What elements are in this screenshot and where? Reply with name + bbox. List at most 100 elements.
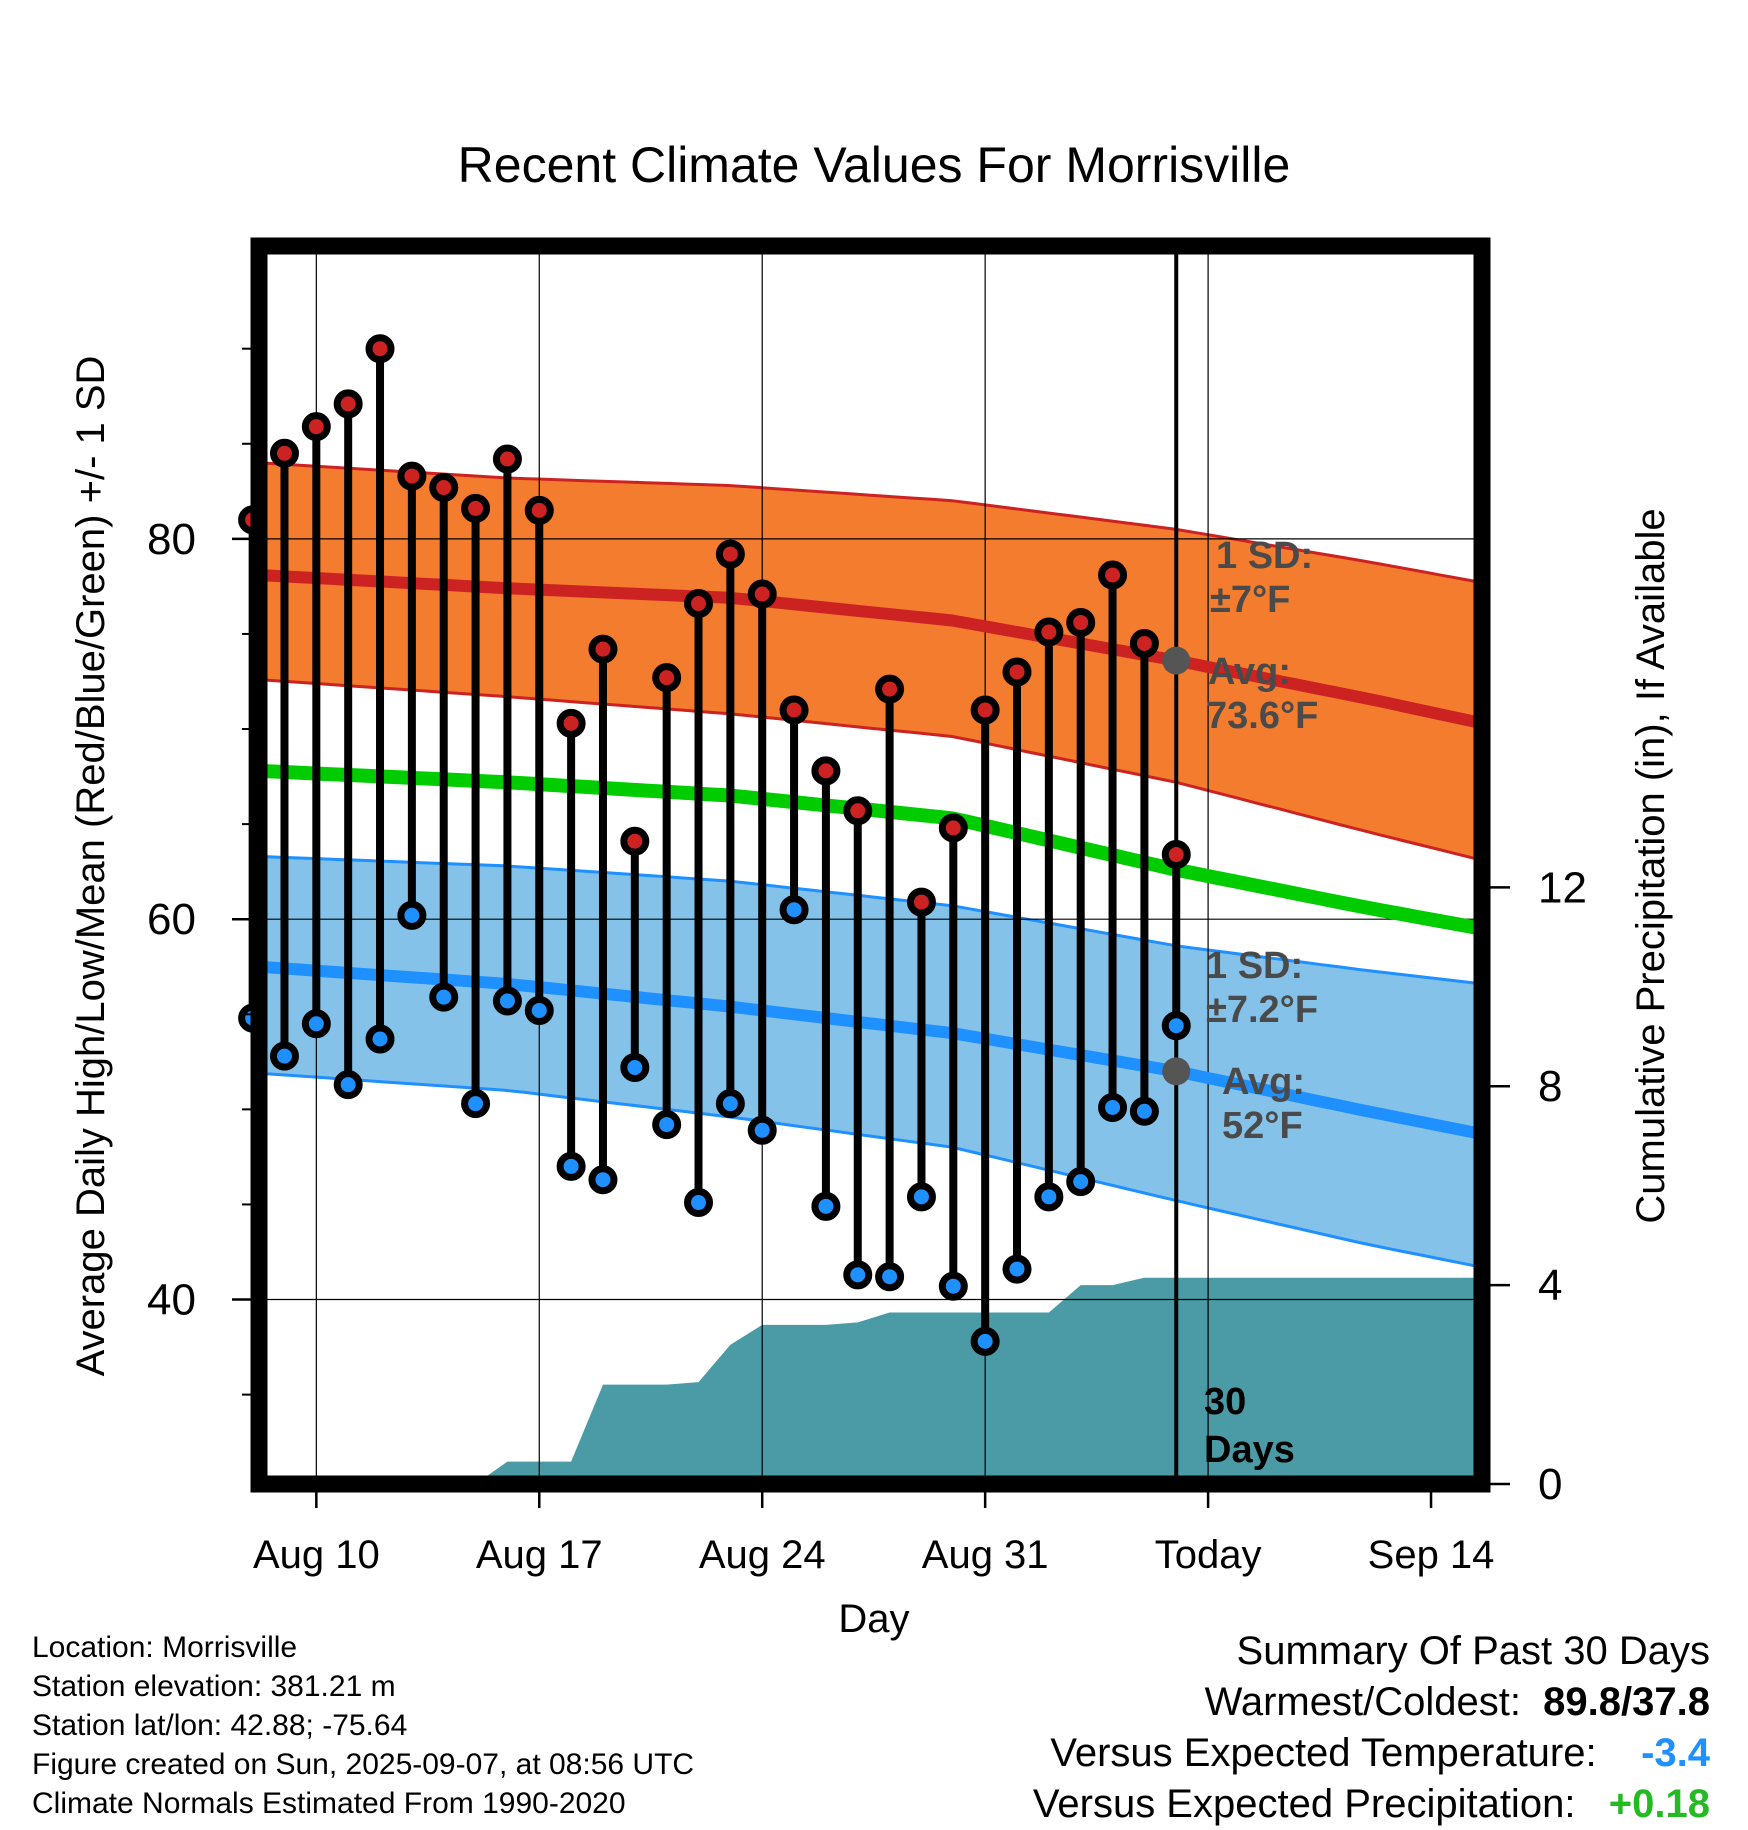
daily-high-point — [461, 493, 491, 523]
daily-high-point — [1066, 608, 1096, 638]
today-days-word: Days — [1204, 1429, 1295, 1471]
daily-high-point — [715, 539, 745, 569]
summary-panel: Summary Of Past 30 Days Warmest/Coldest:… — [1033, 1626, 1710, 1830]
daily-high-point — [1034, 617, 1064, 647]
y2-tick-label: 0 — [1538, 1460, 1562, 1509]
plot-border — [250, 237, 1491, 1493]
elevation-text: Station elevation: 381.21 m — [32, 1670, 396, 1703]
daily-high-point — [1129, 628, 1159, 658]
high-sd-band-lower-edge — [258, 678, 1483, 862]
daily-high-point — [333, 389, 363, 419]
low-sd-band-upper-edge — [258, 854, 1483, 986]
daily-high-point — [811, 756, 841, 786]
low-avg-value: 52°F — [1222, 1105, 1303, 1147]
x-tick-label: Today — [1155, 1533, 1262, 1577]
high-avg-value: 73.6°F — [1206, 695, 1318, 737]
low-sd-label: 1 SD: — [1206, 945, 1303, 987]
daily-low-point — [843, 1260, 873, 1290]
low-avg-label: Avg: — [1222, 1061, 1305, 1103]
daily-low-point — [365, 1024, 395, 1054]
daily-low-point — [1161, 1011, 1191, 1041]
normals-text: Climate Normals Estimated From 1990-2020 — [32, 1787, 626, 1820]
y2-tick-label: 12 — [1538, 863, 1587, 912]
low-normal-line — [258, 960, 1484, 1140]
precip-cumulative — [475, 1277, 1483, 1484]
daily-high-point — [1161, 840, 1191, 870]
x-tick-label: Aug 24 — [699, 1533, 826, 1577]
daily-low-point — [970, 1326, 1000, 1356]
daily-high-point — [843, 796, 873, 826]
high-sd-value: ±7°F — [1210, 579, 1290, 621]
daily-low-point — [556, 1151, 586, 1181]
daily-low-point — [875, 1262, 905, 1292]
daily-low-point — [1098, 1092, 1128, 1122]
low-sd-value: ±7.2°F — [1206, 989, 1318, 1031]
created-text: Figure created on Sun, 2025-09-07, at 08… — [32, 1748, 695, 1781]
daily-high-point — [365, 334, 395, 364]
x-tick-label: Aug 10 — [253, 1533, 380, 1577]
daily-high-point — [747, 579, 777, 609]
high-avg-today-point — [1162, 646, 1191, 675]
high-sd-band-upper-edge — [258, 461, 1483, 585]
daily-high-point — [620, 826, 650, 856]
x-tick-label: Aug 31 — [922, 1533, 1049, 1577]
y-axis-label: Average Daily High/Low/Mean (Red/Blue/Gr… — [69, 356, 113, 1377]
daily-low-point — [1002, 1254, 1032, 1284]
plot-frame — [250, 237, 1491, 1493]
daily-high-point — [906, 887, 936, 917]
daily-high-point — [269, 438, 299, 468]
station-info: Location: Morrisville Station elevation:… — [32, 1628, 694, 1823]
daily-high-point — [1002, 657, 1032, 687]
daily-low-point — [397, 900, 427, 930]
summary-temp-row: Versus Expected Temperature: -3.4 — [1033, 1728, 1710, 1779]
x-axis-label: Day — [838, 1597, 909, 1641]
daily-high-point — [429, 473, 459, 503]
daily-high-point — [397, 461, 427, 491]
low-avg-today-point — [1162, 1057, 1191, 1086]
daily-high-point — [301, 412, 331, 442]
daily-low-point — [1034, 1182, 1064, 1212]
daily-high-point — [556, 708, 586, 738]
daily-low-point — [301, 1009, 331, 1039]
high-avg-label: Avg: — [1208, 651, 1291, 693]
y2-tick-label: 4 — [1538, 1261, 1562, 1310]
x-tick-label: Sep 14 — [1368, 1533, 1495, 1577]
daily-high-point — [875, 674, 905, 704]
chart-title: Recent Climate Values For Morrisville — [458, 137, 1291, 193]
daily-low-point — [620, 1053, 650, 1083]
y-tick-label: 40 — [147, 1276, 196, 1325]
summary-precip-row: Versus Expected Precipitation: +0.18 — [1033, 1779, 1710, 1830]
daily-high-point — [1098, 560, 1128, 590]
warmest-value: 89.8/37.8 — [1543, 1680, 1710, 1724]
axes: 40 60 80 0 4 8 12 Aug 10 Aug 17 Aug 24 Aug 31 Today… — [147, 347, 1587, 1577]
y-tick-label: 80 — [147, 515, 196, 564]
precip-label: Versus Expected Precipitation: — [1032, 1782, 1576, 1826]
y2-axis-label: Cumulative Precipitation (in), If Availa… — [1629, 508, 1673, 1223]
daily-high-point — [779, 695, 809, 725]
daily-low-point — [333, 1070, 363, 1100]
precip-value: +0.18 — [1608, 1782, 1710, 1826]
y-tick-label: 60 — [147, 895, 196, 944]
daily-low-point — [588, 1165, 618, 1195]
daily-low-point — [1066, 1167, 1096, 1197]
low-sd-band-lower-edge — [258, 1071, 1483, 1269]
daily-low-point — [269, 1041, 299, 1071]
latlon-text: Station lat/lon: 42.88; -75.64 — [32, 1709, 408, 1742]
location-text: Location: Morrisville — [32, 1631, 298, 1664]
daily-high-point — [588, 634, 618, 664]
daily-high-point — [652, 663, 682, 693]
temp-label: Versus Expected Temperature: — [1050, 1731, 1597, 1775]
daily-low-point — [715, 1089, 745, 1119]
high-sd-label: 1 SD: — [1216, 535, 1313, 577]
summary-warmest-row: Warmest/Coldest: 89.8/37.8 — [1033, 1677, 1710, 1728]
daily-high-point — [492, 444, 522, 474]
daily-low-point — [1129, 1096, 1159, 1126]
high-normal-line — [258, 569, 1484, 730]
daily-low-point — [747, 1115, 777, 1145]
daily-high-point — [684, 589, 714, 619]
x-tick-label: Aug 17 — [476, 1533, 603, 1577]
daily-high-point — [970, 695, 1000, 725]
daily-low-point — [429, 982, 459, 1012]
summary-title: Summary Of Past 30 Days — [1236, 1629, 1710, 1673]
